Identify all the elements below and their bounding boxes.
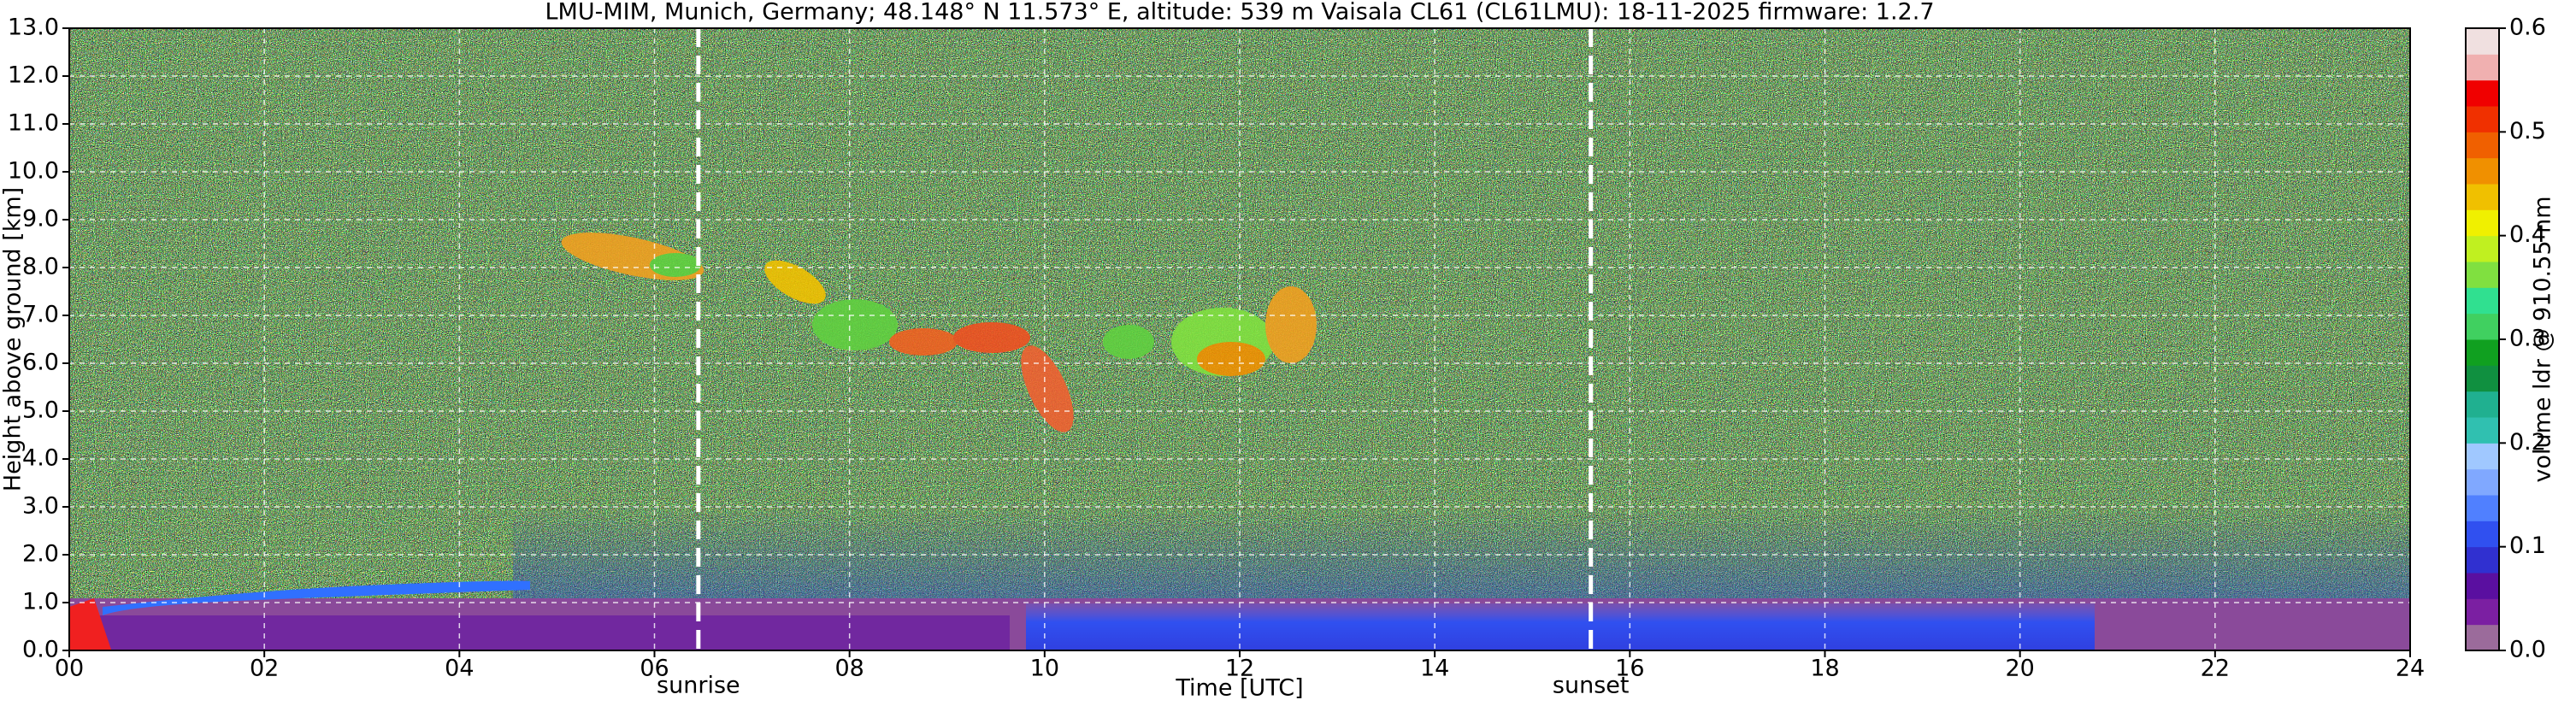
colorbar-bin (2466, 157, 2499, 185)
x-tick-label: 24 (2396, 656, 2425, 682)
y-tick-label: 3.0 (22, 493, 59, 520)
colorbar-bin (2466, 339, 2499, 366)
x-tick-label: 00 (55, 656, 84, 682)
x-tick-label: 16 (1615, 656, 1644, 682)
colorbar-bin (2466, 417, 2499, 444)
colorbar-bin (2466, 598, 2499, 626)
colorbar-bin (2466, 313, 2499, 340)
colorbar-bin (2466, 495, 2499, 521)
colorbar-bin (2466, 235, 2499, 262)
y-tick-label: 9.0 (22, 206, 59, 232)
colorbar-tick-label: 0.5 (2509, 118, 2546, 144)
y-tick-label: 6.0 (22, 350, 59, 376)
y-axis-label: Height above ground [km] (0, 187, 27, 491)
x-tick-label: 06 (640, 656, 669, 682)
chart-title: LMU-MIM, Munich, Germany; 48.148° N 11.5… (545, 0, 1934, 26)
colorbar-label: volume ldr @ 910.55 nm (2530, 197, 2556, 483)
colorbar-bin (2466, 573, 2499, 599)
marker-label: sunrise (657, 673, 740, 699)
x-tick-label: 08 (834, 656, 864, 682)
plot-frame (68, 27, 2411, 651)
colorbar-bin (2466, 54, 2499, 81)
clouds (561, 232, 1317, 432)
colorbar-bin (2466, 468, 2499, 496)
colorbar-bin (2466, 365, 2499, 392)
y-tick-label: 12.0 (8, 62, 59, 89)
boundary-layer (1026, 603, 2095, 650)
y-tick-label: 13.0 (8, 15, 59, 41)
colorbar-tick-label: 0.4 (2509, 221, 2546, 248)
y-tick-label: 8.0 (22, 254, 59, 280)
y-tick-label: 2.0 (22, 541, 59, 568)
x-tick-label: 18 (1810, 656, 1839, 682)
colorbar-bin (2466, 443, 2499, 470)
marker-label: sunset (1553, 673, 1630, 699)
y-tick-label: 4.0 (22, 445, 59, 472)
y-tick-label: 10.0 (8, 158, 59, 185)
x-tick-label: 20 (2005, 656, 2034, 682)
x-tick-label: 10 (1030, 656, 1059, 682)
aerosol-haze (513, 508, 2410, 603)
colorbar-bin (2466, 521, 2499, 548)
boundary-top (103, 580, 530, 615)
y-tick-label: 11.0 (8, 110, 59, 137)
boundary-layer (69, 615, 1010, 650)
colorbar-tick-label: 0.3 (2509, 326, 2546, 352)
colorbar-bin (2466, 262, 2499, 288)
colorbar-tick-label: 0.6 (2509, 15, 2546, 41)
colorbar-bin (2466, 287, 2499, 315)
colorbar-bin (2466, 624, 2499, 651)
colorbar-tick-label: 0.0 (2509, 637, 2546, 663)
colorbar-bin (2466, 209, 2499, 237)
colorbar-bin (2466, 391, 2499, 418)
colorbar-bin (2466, 28, 2499, 55)
y-tick-label: 0.0 (22, 637, 59, 663)
colorbar-bin (2466, 546, 2499, 574)
colorbar-tick-label: 0.2 (2509, 429, 2546, 456)
y-tick-label: 1.0 (22, 589, 59, 615)
colorbar-bin (2466, 132, 2499, 159)
y-tick-label: 5.0 (22, 397, 59, 424)
x-tick-label: 04 (445, 656, 474, 682)
colorbar-bin (2466, 184, 2499, 210)
x-tick-label: 14 (1420, 656, 1449, 682)
y-tick-label: 7.0 (22, 302, 59, 328)
x-tick-label: 22 (2201, 656, 2230, 682)
near-surface (69, 598, 111, 650)
x-axis-label: Time [UTC] (1175, 675, 1303, 702)
colorbar-bin (2466, 79, 2499, 107)
x-tick-label: 02 (250, 656, 279, 682)
colorbar-tick-label: 0.1 (2509, 532, 2546, 559)
x-tick-label: 12 (1225, 656, 1254, 682)
colorbar-bin (2466, 106, 2499, 132)
